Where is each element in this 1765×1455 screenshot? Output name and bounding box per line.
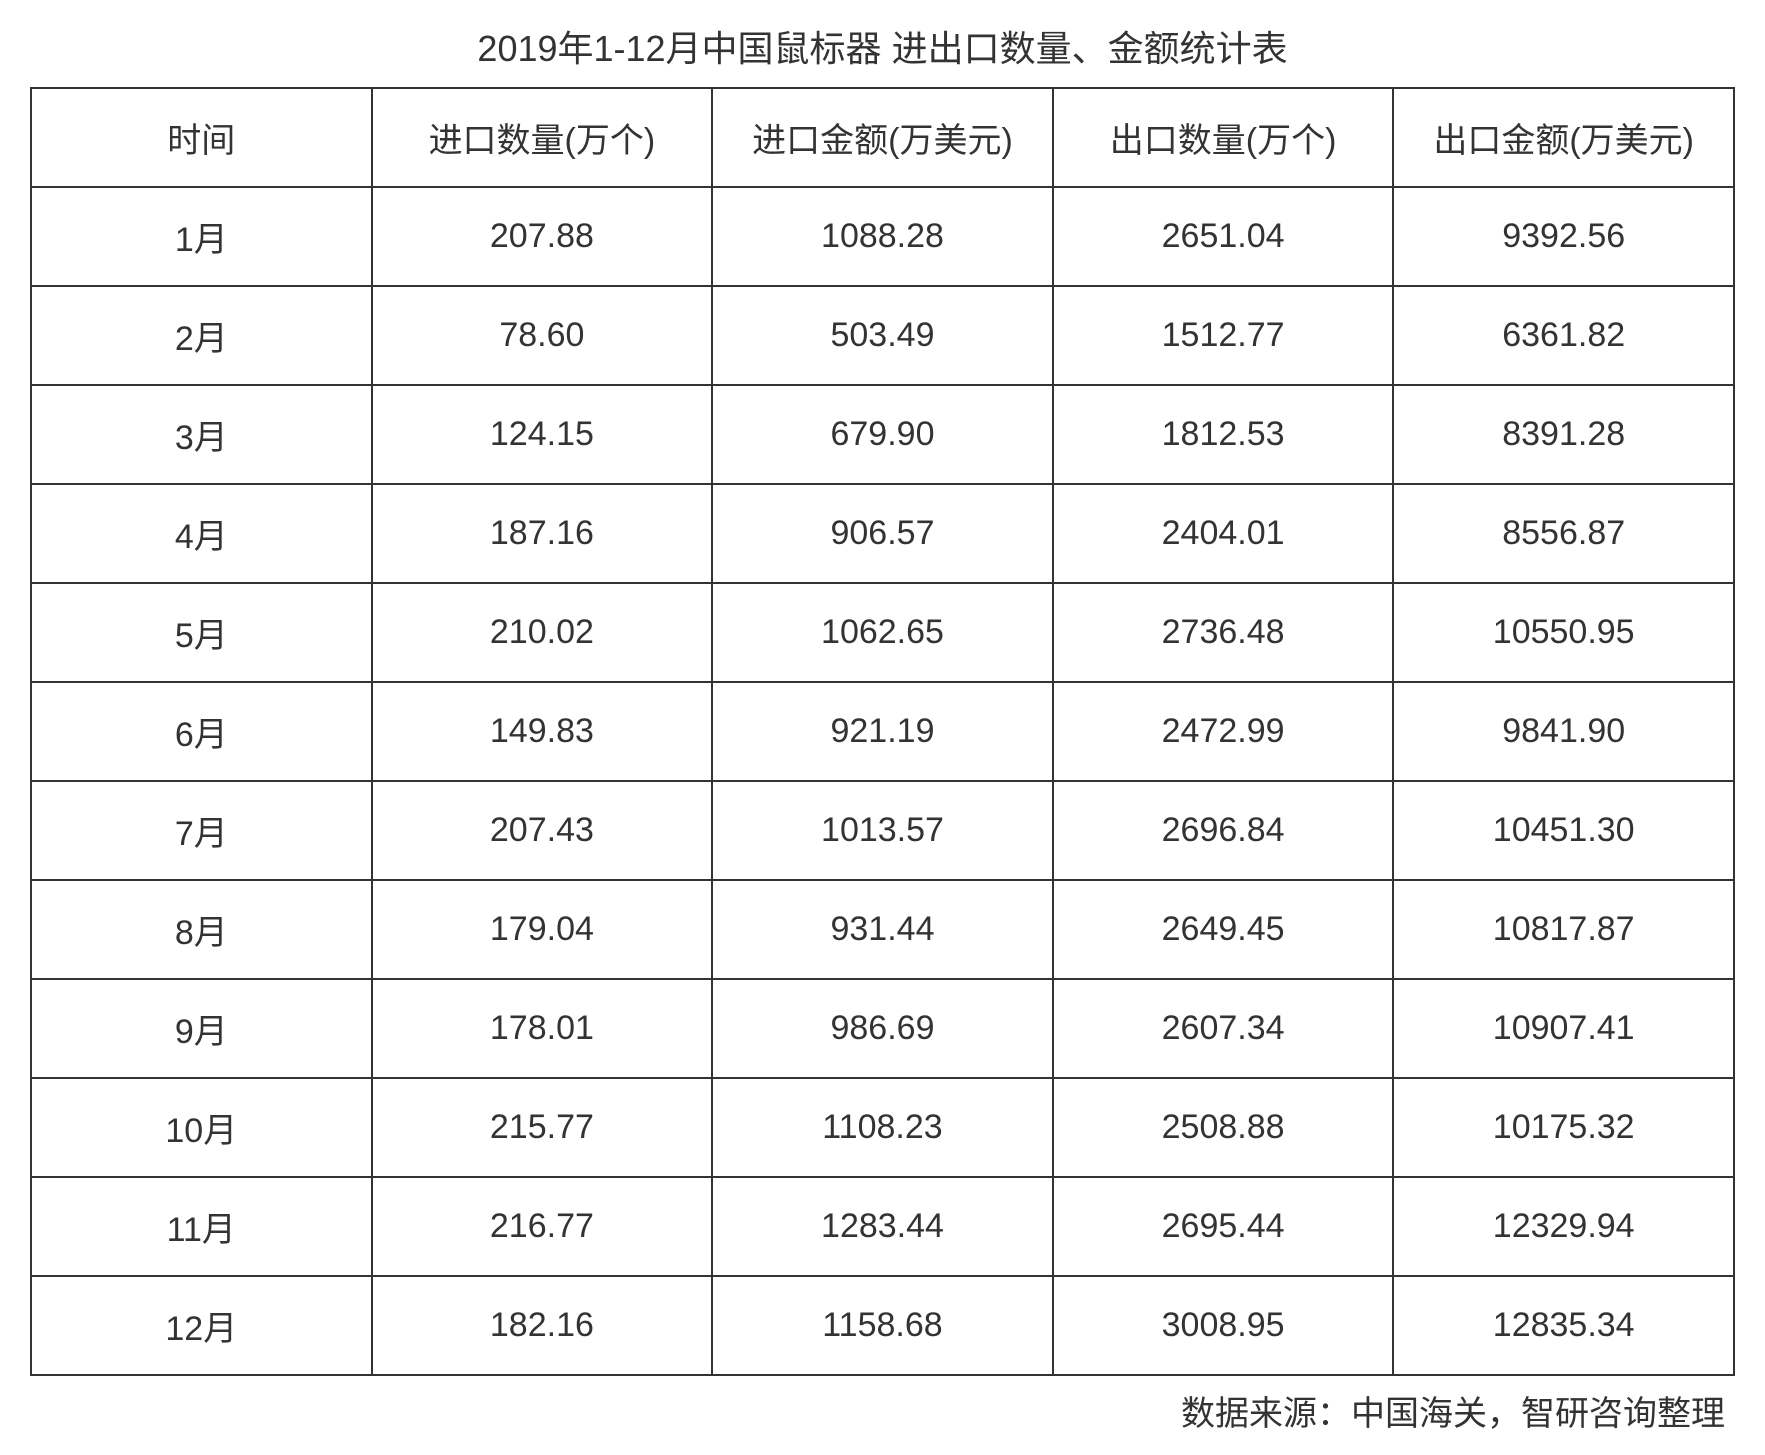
cell-import-amount: 679.90	[712, 385, 1053, 484]
table-body: 1月 207.88 1088.28 2651.04 9392.56 2月 78.…	[31, 187, 1734, 1375]
cell-export-amount: 12835.34	[1393, 1276, 1734, 1375]
cell-export-qty: 1512.77	[1053, 286, 1394, 385]
table-row: 9月 178.01 986.69 2607.34 10907.41	[31, 979, 1734, 1078]
cell-time: 7月	[31, 781, 372, 880]
cell-import-qty: 216.77	[372, 1177, 713, 1276]
cell-import-amount: 1283.44	[712, 1177, 1053, 1276]
cell-export-qty: 2651.04	[1053, 187, 1394, 286]
cell-time: 4月	[31, 484, 372, 583]
cell-import-qty: 210.02	[372, 583, 713, 682]
cell-export-amount: 10907.41	[1393, 979, 1734, 1078]
cell-export-qty: 2695.44	[1053, 1177, 1394, 1276]
table-row: 8月 179.04 931.44 2649.45 10817.87	[31, 880, 1734, 979]
table-row: 3月 124.15 679.90 1812.53 8391.28	[31, 385, 1734, 484]
cell-export-qty: 2649.45	[1053, 880, 1394, 979]
cell-time: 5月	[31, 583, 372, 682]
cell-export-amount: 8556.87	[1393, 484, 1734, 583]
table-title: 2019年1-12月中国鼠标器 进出口数量、金额统计表	[30, 20, 1735, 72]
cell-export-qty: 1812.53	[1053, 385, 1394, 484]
cell-import-amount: 1062.65	[712, 583, 1053, 682]
cell-export-qty: 2696.84	[1053, 781, 1394, 880]
table-row: 6月 149.83 921.19 2472.99 9841.90	[31, 682, 1734, 781]
cell-import-qty: 78.60	[372, 286, 713, 385]
cell-time: 12月	[31, 1276, 372, 1375]
cell-import-amount: 1158.68	[712, 1276, 1053, 1375]
cell-import-qty: 215.77	[372, 1078, 713, 1177]
cell-export-amount: 12329.94	[1393, 1177, 1734, 1276]
cell-time: 6月	[31, 682, 372, 781]
table-row: 7月 207.43 1013.57 2696.84 10451.30	[31, 781, 1734, 880]
cell-time: 9月	[31, 979, 372, 1078]
cell-import-amount: 931.44	[712, 880, 1053, 979]
header-export-qty: 出口数量(万个)	[1053, 88, 1394, 187]
cell-time: 8月	[31, 880, 372, 979]
cell-import-amount: 503.49	[712, 286, 1053, 385]
cell-time: 1月	[31, 187, 372, 286]
cell-time: 10月	[31, 1078, 372, 1177]
header-import-amount: 进口金额(万美元)	[712, 88, 1053, 187]
table-row: 2月 78.60 503.49 1512.77 6361.82	[31, 286, 1734, 385]
cell-export-qty: 2607.34	[1053, 979, 1394, 1078]
cell-export-qty: 3008.95	[1053, 1276, 1394, 1375]
cell-export-amount: 10550.95	[1393, 583, 1734, 682]
cell-export-amount: 8391.28	[1393, 385, 1734, 484]
table-row: 4月 187.16 906.57 2404.01 8556.87	[31, 484, 1734, 583]
cell-import-amount: 986.69	[712, 979, 1053, 1078]
table-row: 1月 207.88 1088.28 2651.04 9392.56	[31, 187, 1734, 286]
cell-export-qty: 2736.48	[1053, 583, 1394, 682]
header-time: 时间	[31, 88, 372, 187]
cell-import-qty: 149.83	[372, 682, 713, 781]
cell-import-amount: 921.19	[712, 682, 1053, 781]
cell-import-qty: 187.16	[372, 484, 713, 583]
cell-export-qty: 2508.88	[1053, 1078, 1394, 1177]
cell-import-qty: 178.01	[372, 979, 713, 1078]
cell-time: 11月	[31, 1177, 372, 1276]
cell-import-amount: 906.57	[712, 484, 1053, 583]
table-row: 10月 215.77 1108.23 2508.88 10175.32	[31, 1078, 1734, 1177]
cell-export-amount: 6361.82	[1393, 286, 1734, 385]
cell-import-qty: 207.88	[372, 187, 713, 286]
cell-import-qty: 207.43	[372, 781, 713, 880]
cell-time: 2月	[31, 286, 372, 385]
cell-import-amount: 1013.57	[712, 781, 1053, 880]
cell-import-qty: 182.16	[372, 1276, 713, 1375]
cell-export-amount: 9392.56	[1393, 187, 1734, 286]
cell-import-amount: 1088.28	[712, 187, 1053, 286]
cell-import-amount: 1108.23	[712, 1078, 1053, 1177]
stats-table: 时间 进口数量(万个) 进口金额(万美元) 出口数量(万个) 出口金额(万美元)…	[30, 87, 1735, 1376]
cell-import-qty: 124.15	[372, 385, 713, 484]
cell-export-amount: 10817.87	[1393, 880, 1734, 979]
table-row: 12月 182.16 1158.68 3008.95 12835.34	[31, 1276, 1734, 1375]
header-export-amount: 出口金额(万美元)	[1393, 88, 1734, 187]
cell-export-amount: 9841.90	[1393, 682, 1734, 781]
cell-export-amount: 10175.32	[1393, 1078, 1734, 1177]
cell-export-qty: 2404.01	[1053, 484, 1394, 583]
header-import-qty: 进口数量(万个)	[372, 88, 713, 187]
cell-export-qty: 2472.99	[1053, 682, 1394, 781]
table-row: 11月 216.77 1283.44 2695.44 12329.94	[31, 1177, 1734, 1276]
cell-time: 3月	[31, 385, 372, 484]
cell-import-qty: 179.04	[372, 880, 713, 979]
table-header-row: 时间 进口数量(万个) 进口金额(万美元) 出口数量(万个) 出口金额(万美元)	[31, 88, 1734, 187]
cell-export-amount: 10451.30	[1393, 781, 1734, 880]
data-source-footer: 数据来源：中国海关，智研咨询整理	[30, 1386, 1735, 1435]
table-row: 5月 210.02 1062.65 2736.48 10550.95	[31, 583, 1734, 682]
